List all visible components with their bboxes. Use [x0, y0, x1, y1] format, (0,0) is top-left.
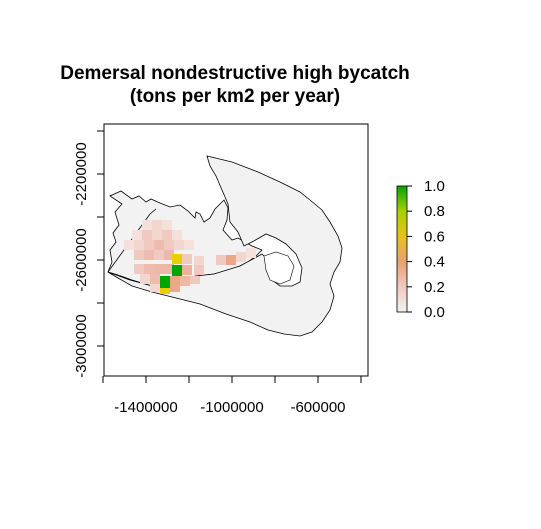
legend-tick-label: 0.8 — [424, 203, 445, 220]
x-tick-label: -1400000 — [114, 399, 177, 416]
legend-tick-label: 0.4 — [424, 254, 445, 271]
map-region — [107, 155, 343, 337]
x-axis: -1400000 -1000000 -600000 — [102, 375, 362, 416]
x-tick-label: -1000000 — [200, 399, 263, 416]
y-tick-label: -3000000 — [73, 314, 90, 377]
y-tick-label: -2200000 — [73, 142, 90, 205]
map-title-line-2: (tons per km2 per year) — [129, 86, 341, 107]
legend-tick-label: 0.0 — [424, 304, 445, 321]
legend-colorbar — [396, 185, 408, 313]
inner-bay-shape — [263, 251, 295, 285]
legend-tick-label: 1.0 — [424, 178, 445, 195]
legend-tick-label: 0.2 — [424, 279, 445, 296]
bycatch-raster — [124, 220, 256, 294]
study-area-boundary — [107, 208, 157, 273]
y-axis: -2200000 -2600000 -3000000 — [73, 130, 105, 378]
color-legend: 1.0 0.8 0.6 0.4 0.2 0.0 — [396, 178, 445, 321]
y-tick-label: -2600000 — [73, 228, 90, 291]
legend-tick-label: 0.6 — [424, 228, 445, 245]
map-title-line-1: Demersal nondestructive high bycatch — [60, 63, 410, 84]
x-tick-label: -600000 — [290, 399, 345, 416]
